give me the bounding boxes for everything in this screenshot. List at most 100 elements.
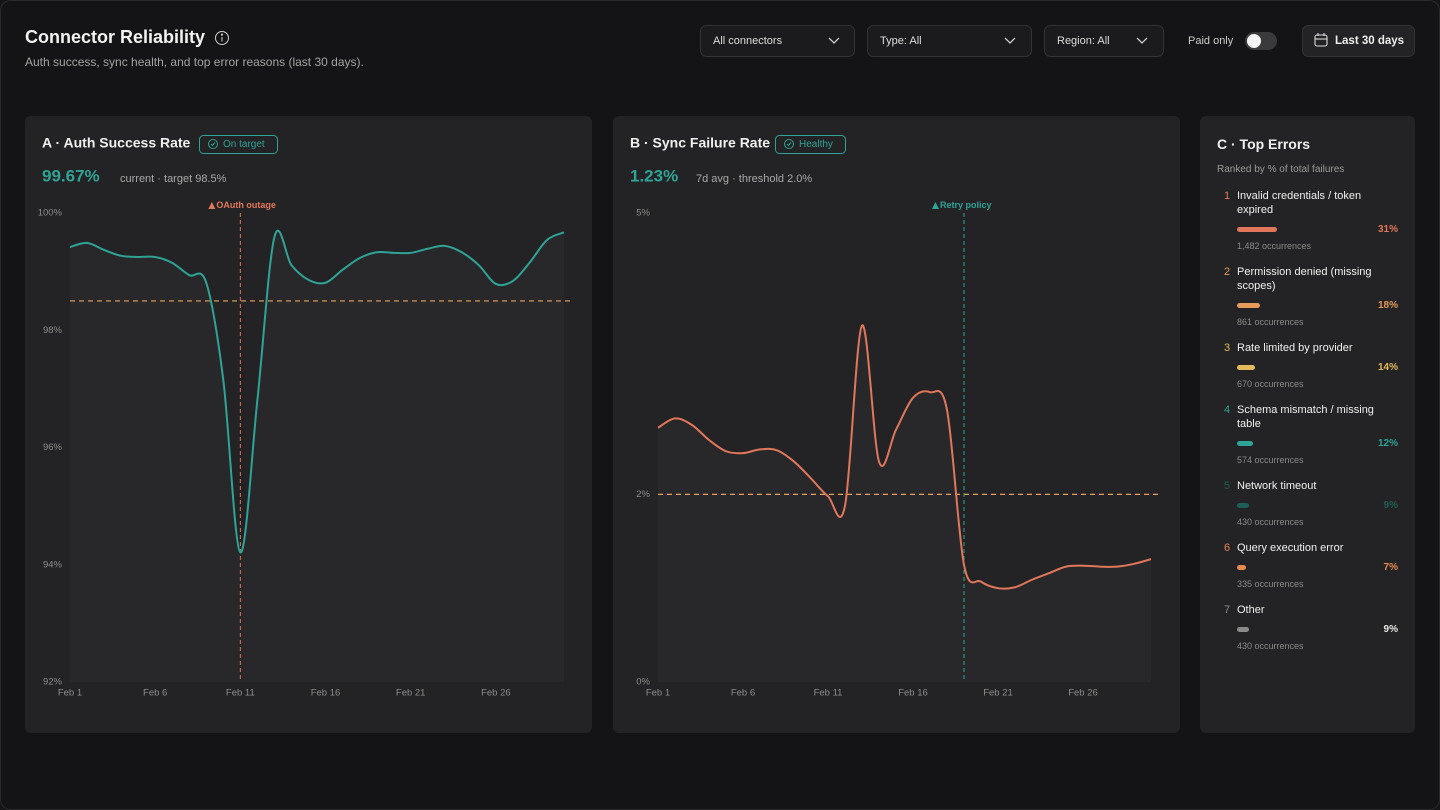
y-tick-label: 2%: [636, 489, 650, 500]
kpi-value: 99.67%: [42, 166, 100, 185]
error-row: 7 Other: [1217, 603, 1398, 617]
y-tick-label: 92%: [43, 677, 63, 688]
toggle-label: Paid only: [1188, 35, 1234, 47]
kpi-note: 7d avg · threshold 2.0%: [696, 173, 812, 185]
x-tick-label: Feb 26: [1068, 688, 1098, 699]
bar-row: 18%: [1237, 299, 1398, 311]
bar-row: 31%: [1237, 223, 1398, 235]
page-subtitle: Auth success, sync health, and top error…: [25, 55, 364, 69]
error-rank: 1: [1223, 190, 1231, 202]
panel-subtitle: Ranked by % of total failures: [1217, 164, 1345, 175]
error-row: 4 Schema mismatch / missing table: [1217, 403, 1398, 431]
x-tick-label: Feb 21: [396, 688, 426, 699]
x-tick-label: Feb 6: [143, 688, 167, 699]
badge-label: On target: [223, 139, 265, 150]
x-tick-label: Feb 6: [731, 688, 755, 699]
error-item: 2 Permission denied (missing scopes) 18% 86…: [1217, 265, 1398, 328]
date-range-button[interactable]: Last 30 days: [1302, 25, 1415, 57]
bar-row: 9%: [1237, 499, 1398, 511]
error-occurrences: 430 occurrences: [1237, 517, 1304, 527]
y-tick-label: 96%: [43, 442, 63, 453]
x-tick-label: Feb 1: [58, 688, 82, 699]
page-title: Connector Reliability: [25, 27, 205, 47]
error-occurrences: 335 occurrences: [1237, 579, 1304, 589]
y-tick-label: 100%: [38, 208, 63, 219]
x-tick-label: Feb 26: [481, 688, 511, 699]
error-bar: [1237, 302, 1261, 308]
error-rank: 4: [1223, 404, 1231, 416]
x-tick-label: Feb 16: [311, 688, 341, 699]
error-label: Network timeout: [1237, 480, 1317, 492]
chart-title: B · Sync Failure Rate: [630, 135, 770, 151]
filter-type[interactable]: Type: All: [867, 25, 1032, 57]
info-icon[interactable]: [215, 31, 229, 45]
error-occurrences: 574 occurrences: [1237, 455, 1304, 465]
error-rank: 2: [1223, 266, 1231, 278]
error-percent: 9%: [1383, 623, 1398, 635]
annotation-icon: [932, 202, 939, 209]
error-item: 3 Rate limited by provider 14% 670 occurren…: [1217, 341, 1398, 390]
error-row: 1 Invalid credentials / token expired: [1217, 189, 1398, 217]
error-bar: [1237, 226, 1278, 232]
filter-connectors[interactable]: All connectors: [700, 25, 855, 57]
annotation-label: Retry policy: [940, 200, 992, 210]
error-row: 6 Query execution error: [1217, 541, 1398, 555]
error-occurrences: 861 occurrences: [1237, 317, 1304, 327]
line: [657, 324, 1152, 590]
chart-title: A · Auth Success Rate: [42, 135, 191, 151]
error-label: Invalid credentials / token expired: [1237, 190, 1362, 216]
error-bar: [1237, 364, 1256, 370]
error-label: Query execution error: [1237, 542, 1344, 554]
x-tick-label: Feb 16: [898, 688, 928, 699]
panel-c: C · Top Errors Ranked by % of total fail…: [1200, 116, 1415, 733]
error-percent: 18%: [1377, 299, 1398, 311]
error-rank: 3: [1223, 342, 1231, 354]
status-badge: On target: [199, 135, 278, 154]
error-row: 5 Network timeout: [1217, 479, 1398, 493]
error-bar: [1237, 626, 1249, 632]
x-tick-label: Feb 11: [226, 688, 255, 699]
error-occurrences: 670 occurrences: [1237, 379, 1304, 389]
kpi-value: 1.23%: [630, 166, 678, 185]
error-row: 2 Permission denied (missing scopes): [1217, 265, 1398, 293]
error-item: 6 Query execution error 7% 335 occurrences: [1217, 541, 1398, 590]
error-label: Rate limited by provider: [1237, 342, 1353, 354]
error-bar: [1237, 564, 1247, 570]
paid-toggle[interactable]: [1245, 32, 1277, 50]
error-percent: 12%: [1377, 437, 1398, 449]
error-bar: [1237, 440, 1253, 446]
panel-b: [613, 116, 1180, 733]
filter-label: All connectors: [713, 35, 783, 47]
bar-row: 14%: [1237, 362, 1398, 373]
y-tick-label: 98%: [43, 325, 63, 336]
error-rank: 7: [1223, 604, 1231, 616]
annotation-icon: [208, 202, 216, 209]
error-label: Permission denied (missing scopes): [1237, 266, 1372, 292]
panel-a: [25, 116, 592, 733]
annotation-label: OAuth outage: [216, 200, 276, 210]
kpi-note: current · target 98.5%: [120, 173, 227, 185]
y-tick-label: 0%: [636, 677, 650, 688]
error-percent: 7%: [1383, 561, 1398, 573]
x-tick-label: Feb 11: [814, 688, 843, 699]
error-row: 3 Rate limited by provider: [1217, 341, 1398, 355]
line: [69, 229, 565, 554]
date-range-label: Last 30 days: [1335, 35, 1404, 47]
error-bar: [1237, 502, 1249, 508]
area: [70, 231, 564, 682]
panel-title: C · Top Errors: [1217, 136, 1311, 152]
error-occurrences: 430 occurrences: [1237, 641, 1304, 651]
error-rank: 6: [1223, 542, 1231, 554]
filter-region[interactable]: Region: All: [1044, 25, 1164, 57]
bar-row: 12%: [1237, 437, 1398, 449]
error-percent: 9%: [1383, 499, 1398, 511]
x-tick-label: Feb 1: [646, 688, 670, 699]
error-label: Schema mismatch / missing table: [1237, 404, 1374, 430]
error-item: 1 Invalid credentials / token expired 31% 1…: [1217, 189, 1398, 252]
x-tick-label: Feb 21: [983, 688, 1013, 699]
filter-label: Region: All: [1057, 35, 1110, 47]
error-percent: 31%: [1377, 223, 1398, 235]
filter-label: Type: All: [880, 35, 922, 47]
